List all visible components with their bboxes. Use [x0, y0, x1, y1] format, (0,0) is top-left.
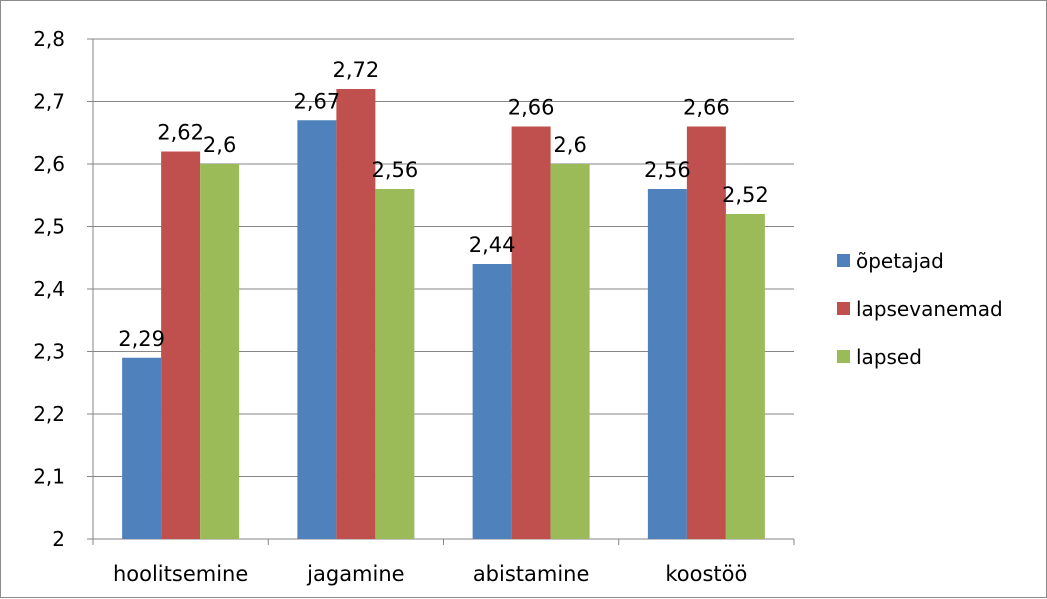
data-label: 2,6 [203, 133, 236, 157]
y-tick-label: 2,7 [33, 90, 65, 114]
legend-label: lapsevanemad [856, 297, 1003, 321]
bar-1-2 [511, 126, 551, 539]
legend-swatch [837, 302, 850, 315]
legend: õpetajad lapsevanemad lapsed [837, 249, 1003, 369]
bar-2-0 [200, 164, 240, 539]
bar-1-1 [336, 89, 376, 539]
data-label: 2,66 [508, 96, 555, 120]
bar-0-2 [472, 264, 512, 539]
data-label: 2,62 [157, 121, 204, 145]
y-tick-label: 2,2 [33, 402, 65, 426]
data-label: 2,56 [371, 158, 418, 182]
x-category-label: jagamine [306, 562, 404, 586]
bar-1-0 [161, 151, 201, 539]
legend-label: õpetajad [856, 249, 944, 273]
y-tick-label: 2,5 [33, 215, 65, 239]
bar-2-3 [725, 214, 765, 539]
axes: 2 2,1 2,2 2,3 2,4 2,5 2,6 2,7 2,8 hoolitsemine jag… [33, 27, 795, 586]
x-category-label: abistamine [473, 562, 590, 586]
data-label: 2,72 [332, 58, 379, 82]
x-category-label: hoolitsemine [113, 562, 248, 586]
x-category-label: koostöö [665, 562, 747, 586]
bar-0-1 [297, 120, 337, 539]
bars [122, 89, 765, 539]
data-label: 2,67 [293, 89, 340, 113]
data-label: 2,52 [722, 183, 769, 207]
data-label: 2,66 [683, 96, 730, 120]
bar-2-2 [550, 164, 590, 539]
y-tick-label: 2,8 [33, 27, 65, 51]
y-tick-label: 2,3 [33, 340, 65, 364]
data-label: 2,56 [644, 158, 691, 182]
y-tick-label: 2 [52, 527, 65, 551]
bar-0-0 [122, 357, 162, 539]
y-tick-label: 2,1 [33, 465, 65, 489]
y-tick-label: 2,4 [33, 277, 65, 301]
legend-swatch [837, 350, 850, 363]
y-tick-label: 2,6 [33, 152, 65, 176]
bar-2-1 [375, 189, 415, 539]
bar-1-3 [686, 126, 726, 539]
legend-swatch [837, 254, 850, 267]
bar-0-3 [647, 189, 687, 539]
data-labels: 2,292,622,62,672,722,562,442,662,62,562,… [118, 58, 769, 351]
data-label: 2,44 [469, 233, 516, 257]
data-label: 2,6 [553, 133, 586, 157]
legend-label: lapsed [856, 345, 922, 369]
data-label: 2,29 [118, 327, 165, 351]
